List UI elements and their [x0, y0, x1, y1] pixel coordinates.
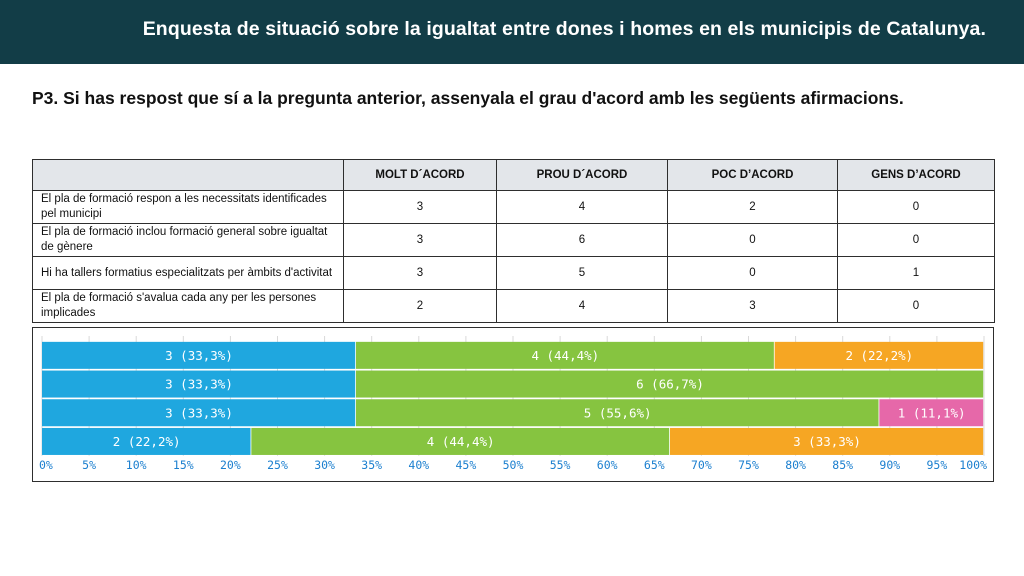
x-tick-label: 50%	[503, 458, 524, 472]
cell-prou: 4	[496, 289, 668, 323]
x-tick-label: 70%	[691, 458, 712, 472]
column-header-gens: GENS D’ACORD	[837, 159, 995, 191]
x-tick-label: 40%	[408, 458, 429, 472]
x-tick-label: 0%	[39, 458, 53, 472]
page-title: Enquesta de situació sobre la igualtat e…	[142, 18, 986, 40]
bar-data-label: 2 (22,2%)	[845, 348, 913, 363]
x-tick-label: 95%	[927, 458, 948, 472]
bar-data-label: 4 (44,4%)	[531, 348, 599, 363]
agreement-table: MOLT D´ACORD PROU D´ACORD POC D’ACORD GE…	[32, 159, 995, 323]
cell-molt: 2	[343, 289, 497, 323]
cell-molt: 3	[343, 256, 497, 290]
bar-segment	[42, 341, 356, 369]
bar-data-label: 5 (55,6%)	[584, 405, 652, 420]
bar-segment	[774, 341, 984, 369]
table-row: El pla de formació respon a les necessit…	[32, 190, 995, 224]
cell-gens: 1	[837, 256, 995, 290]
cell-gens: 0	[837, 289, 995, 323]
cell-prou: 6	[496, 223, 668, 257]
x-tick-label: 75%	[738, 458, 759, 472]
x-tick-label: 15%	[173, 458, 194, 472]
x-tick-label: 30%	[314, 458, 335, 472]
x-tick-label: 25%	[267, 458, 288, 472]
cell-gens: 0	[837, 190, 995, 224]
x-tick-label: 20%	[220, 458, 241, 472]
x-tick-label: 65%	[644, 458, 665, 472]
x-tick-label: 55%	[550, 458, 571, 472]
row-label: Hi ha tallers formatius especialitzats p…	[32, 256, 344, 290]
bar-segment	[356, 341, 774, 369]
cell-gens: 0	[837, 223, 995, 257]
cell-poc: 3	[667, 289, 838, 323]
cell-prou: 5	[496, 256, 668, 290]
row-label: El pla de formació respon a les necessit…	[32, 190, 344, 224]
bar-data-label: 3 (33,3%)	[165, 405, 233, 420]
question-text: P3. Si has respost que sí a la pregunta …	[32, 88, 904, 108]
bar-segment	[42, 427, 251, 455]
column-header-poc: POC D’ACORD	[667, 159, 838, 191]
x-tick-label: 45%	[456, 458, 477, 472]
bar-data-label: 3 (33,3%)	[793, 434, 861, 449]
stacked-bar-chart: 0% 5% 10% 15% 20% 25% 30% 35% 40% 45% 50% 55% 60% 65%…	[32, 327, 994, 482]
chart-canvas: 0% 5% 10% 15% 20% 25% 30% 35% 40% 45% 50% 55% 60% 65%…	[39, 336, 987, 472]
table-row: Hi ha tallers formatius especialitzats p…	[32, 256, 995, 290]
title-bar: Enquesta de situació sobre la igualtat e…	[0, 0, 1024, 64]
column-header-molt: MOLT D´ACORD	[343, 159, 497, 191]
bar-segment	[356, 370, 984, 398]
table-row: El pla de formació s'avalua cada any per…	[32, 289, 995, 323]
cell-molt: 3	[343, 223, 497, 257]
bar-data-label: 6 (66,7%)	[636, 377, 704, 392]
x-tick-label: 60%	[597, 458, 618, 472]
table-header-row: MOLT D´ACORD PROU D´ACORD POC D’ACORD GE…	[32, 159, 995, 191]
cell-poc: 0	[667, 223, 838, 257]
bar-data-label: 3 (33,3%)	[165, 348, 233, 363]
bar-segment	[670, 427, 984, 455]
bar-segment	[42, 370, 356, 398]
bar-data-label: 1 (11,1%)	[898, 405, 966, 420]
x-tick-label: 35%	[361, 458, 382, 472]
bar-data-label: 2 (22,2%)	[113, 434, 181, 449]
x-tick-label: 85%	[832, 458, 853, 472]
column-header-blank	[32, 159, 344, 191]
x-tick-label: 80%	[785, 458, 806, 472]
bar-segment	[251, 427, 670, 455]
x-tick-label: 10%	[126, 458, 147, 472]
row-label: El pla de formació inclou formació gener…	[32, 223, 344, 257]
cell-molt: 3	[343, 190, 497, 224]
x-tick-label: 5%	[82, 458, 96, 472]
bar-segment	[42, 399, 356, 427]
row-label: El pla de formació s'avalua cada any per…	[32, 289, 344, 323]
bar-data-label: 4 (44,4%)	[427, 434, 495, 449]
cell-prou: 4	[496, 190, 668, 224]
column-header-prou: PROU D´ACORD	[496, 159, 668, 191]
table-row: El pla de formació inclou formació gener…	[32, 223, 995, 257]
x-tick-label: 100%	[959, 458, 987, 472]
bar-data-label: 3 (33,3%)	[165, 377, 233, 392]
cell-poc: 0	[667, 256, 838, 290]
cell-poc: 2	[667, 190, 838, 224]
bar-segment	[879, 399, 984, 427]
x-tick-label: 90%	[879, 458, 900, 472]
bar-segment	[356, 399, 879, 427]
